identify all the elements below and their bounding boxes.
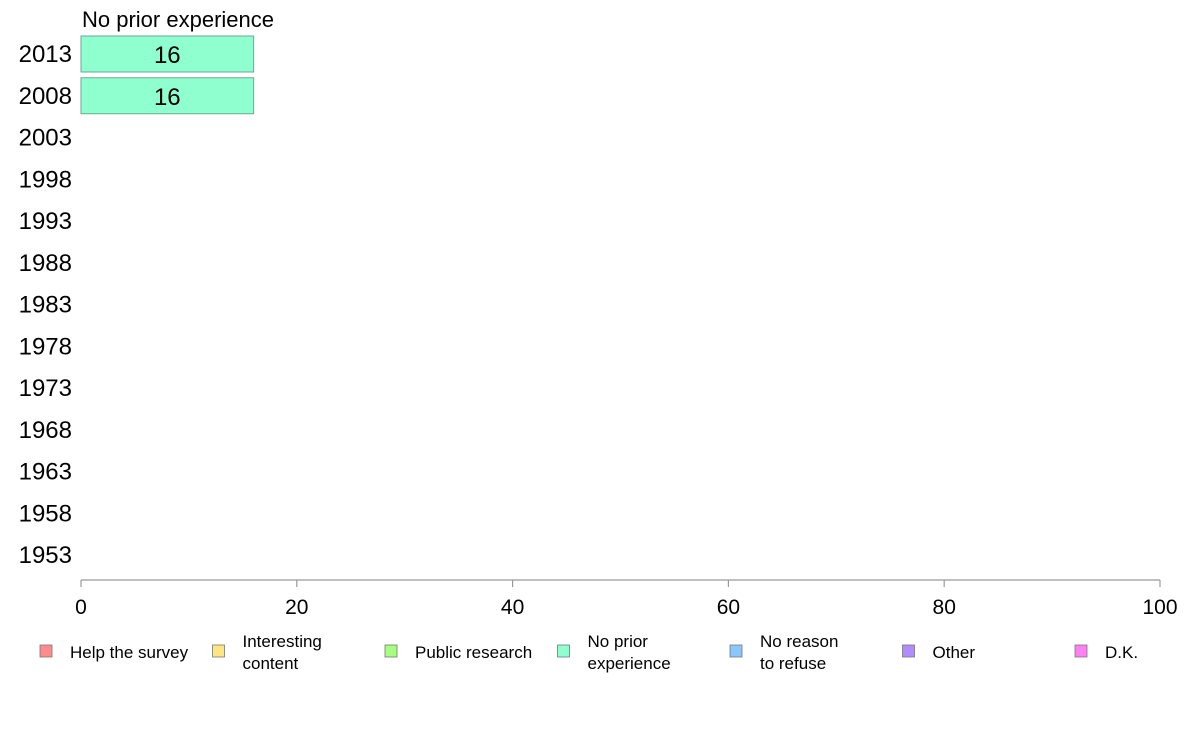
year-label: 2003 [19, 125, 72, 152]
year-label: 1953 [19, 542, 72, 569]
bar-value-label: 16 [154, 42, 181, 69]
legend-item: Interesting content [212, 632, 322, 673]
legend-label: content [243, 654, 299, 673]
legend-swatch [212, 644, 225, 658]
x-tick-label: 60 [717, 596, 740, 619]
year-label: 1963 [19, 459, 72, 486]
x-tick-label: 80 [933, 596, 956, 619]
year-label: 1983 [19, 292, 72, 319]
legend-label: No reason [760, 632, 838, 651]
legend-swatch [39, 644, 53, 658]
year-label: 1973 [19, 375, 72, 402]
bar-value-label: 16 [154, 84, 181, 111]
legend-swatch [902, 644, 915, 658]
legend-label: Interesting [243, 632, 322, 651]
legend-item: No prior experience [557, 632, 671, 673]
x-tick-label: 0 [75, 596, 87, 619]
x-tick-label: 100 [1142, 596, 1177, 619]
year-label: 1958 [19, 500, 72, 527]
legend-label: experience [588, 654, 671, 673]
year-label: 1978 [19, 333, 72, 360]
legend-label: Other [933, 643, 976, 662]
legend-item: Public research [384, 643, 532, 662]
legend-item: Help the survey [39, 643, 189, 662]
bar [80, 77, 255, 115]
year-label: 1998 [19, 166, 72, 193]
x-axis: 0 20 40 60 80 100 [75, 579, 1178, 619]
bar [80, 35, 255, 73]
year-label: 2008 [19, 83, 72, 110]
year-label: 2013 [19, 41, 72, 68]
x-tick-label: 40 [501, 596, 524, 619]
legend: Help the survey Interesting content Public … [39, 632, 1138, 673]
year-label: 1988 [19, 250, 72, 277]
legend-swatch [1074, 644, 1088, 658]
legend-swatch [729, 644, 743, 658]
year-label: 1993 [19, 208, 72, 235]
legend-label: Public research [415, 643, 532, 662]
legend-item: No reason to refuse [729, 632, 838, 673]
legend-label: to refuse [760, 654, 826, 673]
legend-swatch [557, 644, 570, 658]
year-label: 1968 [19, 417, 72, 444]
year-labels: 2013 2008 2003 1998 1993 1988 1983 1978 1973 1968… [19, 41, 72, 569]
legend-item: Other [902, 643, 976, 662]
legend-label: Help the survey [70, 643, 189, 662]
legend-swatch [384, 644, 398, 658]
legend-item: D.K. [1074, 643, 1138, 662]
legend-label: No prior [588, 632, 649, 651]
legend-label: D.K. [1105, 643, 1138, 662]
panel-title: No prior experience [82, 7, 274, 32]
x-tick-label: 20 [285, 596, 308, 619]
